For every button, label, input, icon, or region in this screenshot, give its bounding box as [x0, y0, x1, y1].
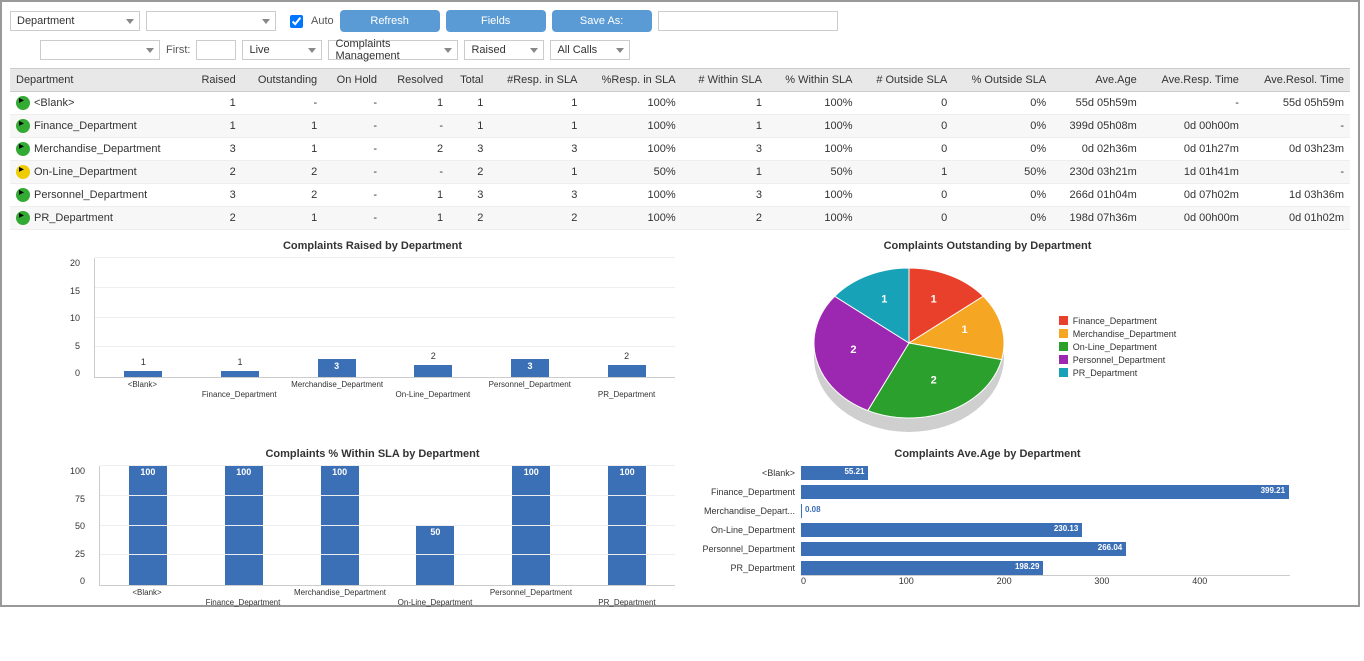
svg-text:1: 1 — [961, 324, 967, 336]
table-row[interactable]: On-Line_Department22--2150%150%150%230d … — [10, 161, 1350, 184]
col-header[interactable]: Total — [449, 69, 489, 92]
chart-age-plot: <Blank>55.21Finance_Department399.21Merc… — [685, 466, 1290, 575]
saveas-input[interactable] — [658, 11, 838, 31]
table-row[interactable]: <Blank>1--111100%1100%00%55d 05h59m-55d … — [10, 92, 1350, 115]
svg-text:2: 2 — [930, 375, 936, 387]
stage-dropdown[interactable]: Raised — [464, 40, 544, 60]
col-header[interactable]: Outstanding — [242, 69, 323, 92]
col-header[interactable]: % Outside SLA — [953, 69, 1052, 92]
svg-text:2: 2 — [850, 344, 856, 356]
status-icon — [16, 188, 30, 202]
fields-button[interactable]: Fields — [446, 10, 546, 32]
chart-outstanding-title: Complaints Outstanding by Department — [685, 240, 1290, 252]
calls-dropdown[interactable]: All Calls — [550, 40, 630, 60]
module-dropdown[interactable]: Complaints Management — [328, 40, 458, 60]
chart-age-xaxis: 0100200300400 — [801, 575, 1290, 586]
col-header[interactable]: #Resp. in SLA — [489, 69, 583, 92]
status-icon — [16, 165, 30, 179]
status-icon — [16, 211, 30, 225]
chart-raised-yaxis: 05101520 — [70, 258, 84, 378]
chart-sla-yaxis: 0255075100 — [70, 466, 89, 586]
select1[interactable] — [40, 40, 160, 60]
col-header[interactable]: # Within SLA — [682, 69, 768, 92]
col-header[interactable]: Raised — [189, 69, 242, 92]
col-header[interactable]: %Resp. in SLA — [583, 69, 681, 92]
status-dropdown[interactable]: Live — [242, 40, 322, 60]
saveas-button[interactable]: Save As: — [552, 10, 652, 32]
refresh-button[interactable]: Refresh — [340, 10, 440, 32]
toolbar-top: Department Auto Refresh Fields Save As: — [10, 6, 1350, 36]
filter-dropdown[interactable] — [146, 11, 276, 31]
svg-text:1: 1 — [930, 293, 936, 305]
chart-raised-plot: 113232 — [94, 258, 675, 378]
status-icon — [16, 96, 30, 110]
auto-checkbox[interactable] — [290, 15, 303, 28]
col-header[interactable]: % Within SLA — [768, 69, 859, 92]
auto-label: Auto — [311, 15, 334, 27]
chart-outstanding-pie: 1 1 2 2 1 — [799, 258, 1019, 438]
groupby-dropdown[interactable]: Department — [10, 11, 140, 31]
chart-sla-plot: 10010010050100100 — [99, 466, 675, 586]
table-row[interactable]: Finance_Department11--11100%1100%00%399d… — [10, 115, 1350, 138]
first-input[interactable] — [196, 40, 236, 60]
status-icon — [16, 142, 30, 156]
toolbar-bottom: First: Live Complaints Management Raised… — [10, 36, 1350, 68]
chart-sla-title: Complaints % Within SLA by Department — [70, 448, 675, 460]
col-header[interactable]: Department — [10, 69, 189, 92]
chart-raised-xaxis: <Blank>Finance_DepartmentMerchandise_Dep… — [94, 380, 675, 389]
chart-age-title: Complaints Ave.Age by Department — [685, 448, 1290, 460]
svg-text:1: 1 — [881, 293, 887, 305]
col-header[interactable]: Ave.Age — [1052, 69, 1143, 92]
chart-sla-xaxis: <Blank>Finance_DepartmentMerchandise_Dep… — [99, 588, 675, 597]
data-table: DepartmentRaisedOutstandingOn HoldResolv… — [10, 68, 1350, 230]
col-header[interactable]: On Hold — [323, 69, 383, 92]
table-row[interactable]: PR_Department21-122100%2100%00%198d 07h3… — [10, 207, 1350, 230]
table-row[interactable]: Merchandise_Department31-233100%3100%00%… — [10, 138, 1350, 161]
chart-raised-title: Complaints Raised by Department — [70, 240, 675, 252]
table-row[interactable]: Personnel_Department32-133100%3100%00%26… — [10, 184, 1350, 207]
col-header[interactable]: # Outside SLA — [859, 69, 954, 92]
col-header[interactable]: Ave.Resol. Time — [1245, 69, 1350, 92]
col-header[interactable]: Ave.Resp. Time — [1143, 69, 1245, 92]
chart-outstanding-legend: Finance_DepartmentMerchandise_Department… — [1059, 316, 1177, 381]
first-label: First: — [166, 44, 190, 56]
status-icon — [16, 119, 30, 133]
col-header[interactable]: Resolved — [383, 69, 449, 92]
